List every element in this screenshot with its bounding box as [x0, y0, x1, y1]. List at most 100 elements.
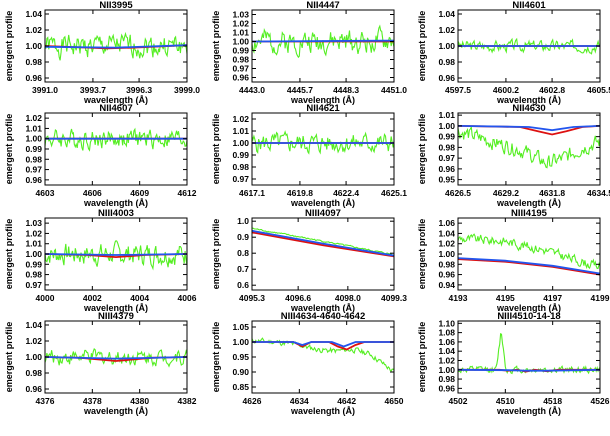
x-axis-label: wavelength (Å) [496, 198, 561, 208]
chart-title: NII4621 [306, 103, 340, 114]
y-tick-label: 1.02 [438, 355, 455, 365]
x-tick-label: 3996.3 [126, 85, 152, 95]
y-tick-label: 1.04 [25, 320, 42, 330]
x-tick-label: 4642 [337, 396, 356, 406]
observed-spectrum-line-1 [458, 37, 600, 55]
y-tick-label: 1.00 [438, 121, 455, 131]
x-tick-label: 4619.8 [287, 188, 313, 198]
chart-title: NII4601 [512, 0, 546, 11]
y-tick-label: 0.95 [232, 352, 249, 362]
y-tick-label: 0.97 [25, 280, 42, 290]
y-tick-label: 1.01 [232, 28, 249, 38]
y-tick-label: 0.96 [232, 73, 249, 83]
chart-title: NII4630 [512, 103, 545, 114]
y-tick-label: 0.98 [232, 55, 249, 65]
x-axis-label: wavelength (Å) [290, 95, 355, 105]
model-profile-line-3 [458, 368, 600, 372]
y-tick-label: 1.04 [438, 9, 455, 19]
x-tick-label: 4195 [496, 293, 515, 303]
y-tick-label: 1.00 [232, 337, 249, 347]
plot-frame [44, 112, 188, 186]
y-tick-label: 0.99 [25, 144, 42, 154]
y-tick-label: 0.95 [438, 175, 455, 185]
x-tick-label: 4526 [591, 396, 610, 406]
chart-panel-5: 4617.1 4619.8 4622.4 4625.1 0.97 0.98 0.99 1.00… [211, 103, 407, 208]
x-tick-label: 4096.6 [285, 293, 311, 303]
y-tick-label: 0.96 [438, 73, 455, 83]
plot-frame [457, 112, 601, 186]
y-axis-label: emergent profile [417, 11, 427, 82]
y-tick-label: 1.02 [25, 113, 42, 123]
y-tick-label: 0.99 [232, 46, 249, 56]
x-tick-label: 4193 [449, 293, 468, 303]
chart-panel-8: 4095.3 4096.6 4098.0 4099.3 0.6 0.7 0.8 0.9 1.0 N… [211, 208, 407, 313]
x-tick-label: 4000 [36, 293, 55, 303]
x-tick-label: 4443.0 [239, 85, 265, 95]
x-axis-label: wavelength (Å) [83, 406, 148, 416]
x-axis-label: wavelength (Å) [290, 198, 355, 208]
y-axis-label: emergent profile [4, 219, 14, 290]
x-tick-label: 4199 [591, 293, 610, 303]
chart-panel-12: 4502 4510 4518 4526 0.960.981.001.021.041.06… [417, 311, 610, 416]
observed-spectrum-line-1 [45, 347, 187, 368]
x-axis-label: wavelength (Å) [496, 303, 561, 313]
chart-title: NIII4379 [98, 311, 134, 322]
chart-panel-1: 3991.0 3993.7 3996.3 3999.0 0.96 0.98 1.00 1.02… [4, 0, 200, 105]
y-tick-label: 1.10 [438, 318, 455, 328]
y-tick-label: 0.97 [232, 174, 249, 184]
x-tick-label: 4382 [178, 396, 197, 406]
y-tick-label: 1.01 [232, 126, 249, 136]
chart-panel-10: 4376 4378 4380 4382 0.96 0.98 1.00 1.02 1.04 NIII… [4, 311, 197, 416]
y-tick-label: 1.01 [25, 123, 42, 133]
y-tick-label: 0.98 [25, 154, 42, 164]
y-tick-label: 0.9 [237, 232, 249, 242]
y-tick-label: 0.96 [25, 73, 42, 83]
y-tick-label: 1.00 [438, 41, 455, 51]
x-tick-label: 4380 [130, 396, 149, 406]
plot-frame [457, 217, 601, 291]
x-tick-label: 4631.8 [539, 188, 565, 198]
y-tick-label: 0.98 [438, 57, 455, 67]
model-profile-line-3 [458, 257, 600, 275]
y-tick-label: 0.96 [438, 164, 455, 174]
x-axis-label: wavelength (Å) [83, 198, 148, 208]
x-tick-label: 4518 [543, 396, 562, 406]
plot-frame [251, 9, 395, 83]
x-tick-label: 4600.2 [493, 85, 519, 95]
x-axis-label: wavelength (Å) [83, 303, 148, 313]
y-tick-label: 0.8 [237, 248, 249, 258]
model-profile-line-3 [45, 44, 187, 49]
y-tick-label: 1.02 [25, 336, 42, 346]
chart-panel-6: 4626.5 4629.2 4631.8 4634.5 0.950.960.970.98… [417, 103, 610, 208]
y-tick-label: 0.94 [438, 280, 455, 290]
x-axis-label: wavelength (Å) [496, 95, 561, 105]
x-tick-label: 4099.3 [381, 293, 407, 303]
x-tick-label: 4603 [36, 188, 55, 198]
model-profile-line-3 [458, 125, 600, 132]
y-tick-label: 0.99 [25, 259, 42, 269]
chart-panel-2: 4443.0 4445.7 4448.3 4451.0 0.960.970.980.99… [211, 0, 407, 105]
y-tick-label: 0.98 [438, 142, 455, 152]
model-profile-line-3 [252, 341, 394, 348]
x-tick-label: 4605.5 [587, 85, 610, 95]
plot-frame [251, 217, 395, 291]
x-tick-label: 4626.5 [445, 188, 471, 198]
chart-panel-4: 4603 4606 4609 4612 0.960.970.980.991.001.01… [4, 103, 197, 208]
chart-title: NIII4634-4640-4642 [281, 311, 366, 322]
y-tick-label: 1.06 [438, 337, 455, 347]
y-tick-label: 0.98 [438, 259, 455, 269]
x-tick-label: 4629.2 [493, 188, 519, 198]
y-tick-label: 1.00 [232, 37, 249, 47]
chart-title: NII4447 [306, 0, 339, 11]
x-tick-label: 4617.1 [239, 188, 265, 198]
y-tick-label: 1.03 [232, 10, 249, 20]
y-tick-label: 0.96 [25, 175, 42, 185]
y-axis-label: emergent profile [4, 114, 14, 185]
x-tick-label: 4650 [385, 396, 404, 406]
y-tick-label: 0.99 [232, 150, 249, 160]
y-tick-label: 1.00 [438, 249, 455, 259]
y-tick-label: 0.6 [237, 280, 249, 290]
x-tick-label: 4445.7 [287, 85, 313, 95]
plot-frame [251, 112, 395, 186]
x-tick-label: 4197 [543, 293, 562, 303]
